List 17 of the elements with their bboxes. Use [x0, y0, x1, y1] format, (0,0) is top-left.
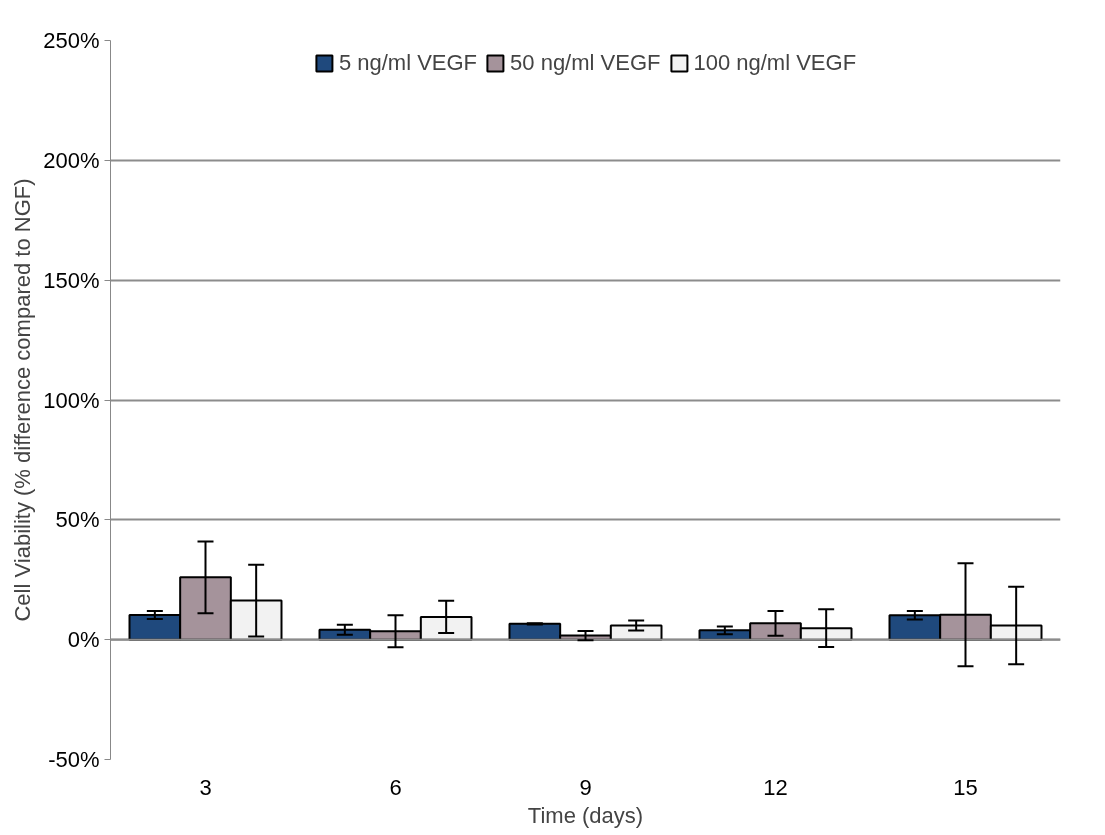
- y-tick-label: 0%: [67, 627, 100, 653]
- y-tick-label: 250%: [43, 28, 100, 53]
- x-tick-label: 6: [389, 774, 402, 800]
- x-tick-label: 15: [953, 774, 978, 800]
- y-tick-label: -50%: [48, 747, 100, 772]
- y-tick-label: 50%: [55, 507, 100, 533]
- y-tick-label: 150%: [43, 267, 100, 293]
- x-tick-label: 9: [579, 774, 592, 800]
- y-tick-label: 100%: [43, 387, 100, 413]
- y-axis-title: Cell Viability (% difference compared to NGF): [10, 178, 36, 622]
- x-tick-label: 3: [199, 774, 212, 800]
- legend-label: 100 ng/ml VEGF: [693, 50, 857, 76]
- legend-label: 5 ng/ml VEGF: [338, 50, 478, 76]
- legend-label: 50 ng/ml VEGF: [510, 50, 661, 76]
- x-axis-title: Time (days): [527, 802, 644, 828]
- x-tick-label: 12: [763, 774, 788, 800]
- y-tick-label: 200%: [43, 147, 100, 173]
